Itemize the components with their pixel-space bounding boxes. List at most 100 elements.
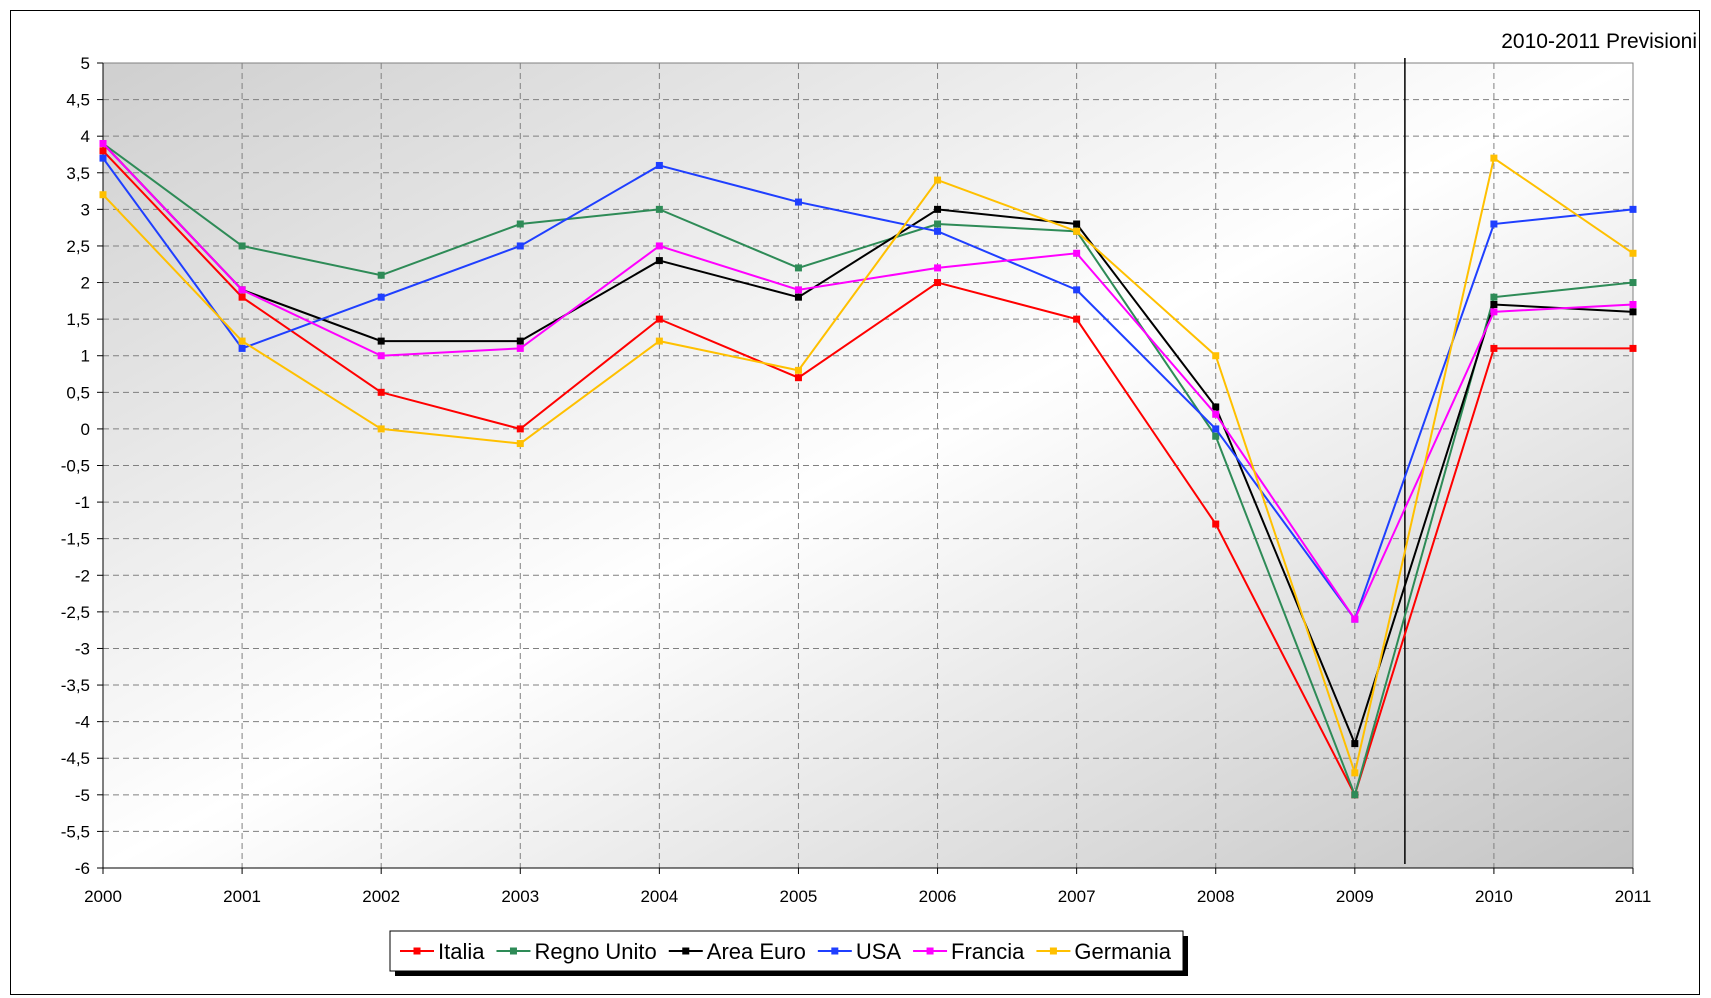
legend-label-francia: Francia — [951, 939, 1025, 964]
series-line-usa — [102, 157, 1634, 622]
data-point-germania — [1490, 154, 1498, 162]
x-tick-label: 2010 — [1475, 887, 1513, 906]
data-point-germania — [238, 337, 246, 345]
y-tick-label: -3,5 — [61, 676, 90, 695]
data-point-area-euro — [1073, 220, 1081, 228]
x-tick-label: 2008 — [1197, 887, 1235, 906]
series-lines — [99, 140, 1637, 799]
legend-swatch-marker-germania — [1049, 947, 1057, 955]
data-point-usa — [1490, 220, 1498, 228]
x-tick-label: 2006 — [919, 887, 957, 906]
legend-swatch-marker-area-euro — [682, 947, 690, 955]
x-tick-label: 2005 — [780, 887, 818, 906]
y-tick-label: -3 — [75, 639, 90, 658]
data-point-usa — [377, 293, 385, 301]
legend-label-regno-unito: Regno Unito — [534, 939, 656, 964]
x-tick-label: 2003 — [501, 887, 539, 906]
grid-lines — [103, 63, 1633, 868]
data-point-francia — [1629, 301, 1637, 308]
y-tick-label: 3 — [81, 200, 90, 219]
y-tick-label: 1,5 — [66, 310, 90, 329]
y-tick-label: 2,5 — [66, 237, 90, 256]
data-point-italia — [655, 315, 663, 323]
data-point-area-euro — [516, 337, 524, 345]
data-point-regno-unito — [516, 220, 524, 228]
data-point-usa — [238, 344, 246, 352]
data-point-regno-unito — [794, 264, 802, 272]
y-tick-label: 0,5 — [66, 383, 90, 402]
data-point-regno-unito — [934, 220, 942, 228]
legend-swatch-marker-francia — [926, 947, 934, 955]
y-tick-label: 3,5 — [66, 164, 90, 183]
x-tick-label: 2007 — [1058, 887, 1096, 906]
data-point-italia — [794, 374, 802, 382]
data-point-francia — [1073, 249, 1081, 257]
legend-swatch-marker-italia — [413, 947, 421, 955]
legend-label-germania: Germania — [1074, 939, 1171, 964]
data-point-usa — [1212, 425, 1220, 433]
data-point-germania — [99, 191, 107, 199]
data-point-area-euro — [1212, 403, 1220, 411]
y-tick-label: -0,5 — [61, 457, 90, 476]
y-tick-label: -1,5 — [61, 530, 90, 549]
x-tick-label: 2000 — [84, 887, 122, 906]
x-tick-label: 2004 — [640, 887, 678, 906]
data-point-germania — [516, 440, 524, 448]
data-point-italia — [934, 279, 942, 287]
forecast-annotation: 2010-2011 Previsioni — [1501, 30, 1697, 53]
data-point-usa — [1073, 286, 1081, 294]
data-point-area-euro — [1351, 740, 1359, 748]
data-point-germania — [1212, 352, 1220, 360]
data-point-usa — [794, 198, 802, 206]
data-point-germania — [934, 176, 942, 184]
data-point-germania — [1073, 227, 1081, 235]
data-point-germania — [794, 366, 802, 374]
data-point-area-euro — [1490, 301, 1498, 308]
data-point-regno-unito — [377, 271, 385, 279]
y-tick-label: -6 — [75, 859, 90, 878]
legend-label-area-euro: Area Euro — [707, 939, 806, 964]
data-point-area-euro — [934, 205, 942, 213]
data-point-italia — [516, 425, 524, 433]
data-point-germania — [655, 337, 663, 345]
data-point-regno-unito — [1351, 791, 1359, 799]
data-point-italia — [1073, 315, 1081, 323]
data-point-usa — [934, 227, 942, 235]
legend-label-italia: Italia — [438, 939, 485, 964]
data-point-germania — [1351, 769, 1359, 777]
series-line-francia — [102, 142, 1634, 622]
data-point-regno-unito — [1212, 432, 1220, 440]
data-point-area-euro — [794, 293, 802, 301]
data-point-usa — [1629, 205, 1637, 213]
data-point-regno-unito — [1490, 293, 1498, 301]
y-tick-label: 1 — [81, 347, 90, 366]
y-tick-label: -2,5 — [61, 603, 90, 622]
data-point-area-euro — [1629, 308, 1637, 316]
data-point-francia — [934, 264, 942, 272]
data-point-italia — [377, 388, 385, 396]
x-tick-label: 2009 — [1336, 887, 1374, 906]
y-tick-label: -5,5 — [61, 822, 90, 841]
data-point-francia — [1351, 615, 1359, 623]
x-tick-label: 2001 — [223, 887, 261, 906]
legend-label-usa: USA — [856, 939, 902, 964]
series-line-germania — [102, 156, 1634, 777]
data-point-regno-unito — [655, 205, 663, 213]
data-point-francia — [794, 286, 802, 294]
data-point-regno-unito — [238, 242, 246, 250]
x-tick-label: 2002 — [362, 887, 400, 906]
data-point-francia — [1490, 308, 1498, 316]
y-tick-label: 4,5 — [66, 91, 90, 110]
data-point-usa — [655, 161, 663, 169]
data-point-italia — [99, 147, 107, 155]
y-tick-label: -2 — [75, 566, 90, 585]
y-tick-label: 4 — [81, 127, 90, 146]
data-point-germania — [377, 425, 385, 433]
y-tick-label: -4,5 — [61, 749, 90, 768]
data-point-francia — [99, 140, 107, 147]
legend-swatch-marker-usa — [831, 947, 839, 955]
data-point-italia — [1212, 520, 1220, 528]
data-point-area-euro — [377, 337, 385, 345]
